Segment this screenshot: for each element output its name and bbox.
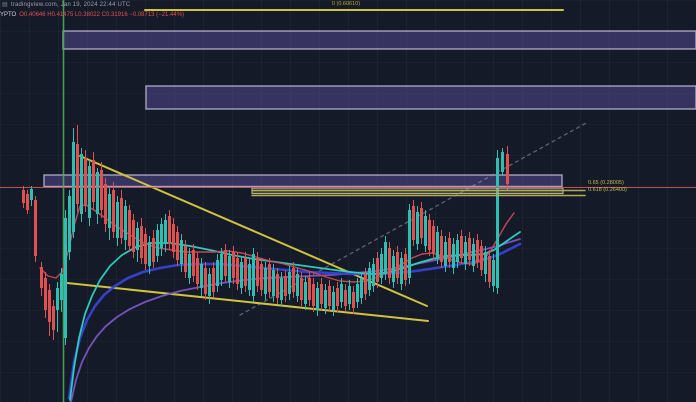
ohlc-readout: YPTO O0.40646 H0.41475 L0.38022 C0.31916 … (0, 12, 184, 18)
supply-zone-band-3[interactable] (43, 174, 563, 188)
candlestick-series[interactable] (22, 125, 509, 345)
moving-averages (39, 204, 522, 402)
symbol-label: YPTO (0, 12, 17, 18)
ohlc-values: O0.40646 H0.41475 L0.38022 C0.31916 −0.0… (19, 12, 185, 18)
fib-0618-label: 0.618 (0.26400) (588, 187, 627, 193)
fib-065-label: 0.65 (0.28005) (588, 180, 624, 186)
supply-zone-band-1[interactable] (62, 30, 696, 50)
supply-zone-band-2[interactable] (145, 85, 696, 110)
supply-zone-bands[interactable] (43, 30, 696, 188)
top-line-label: 0 (0.60610) (331, 1, 361, 7)
watermark-site-date: ▤ tradingview.com, Jan 19, 2024 22:44 UTC (2, 1, 130, 8)
tradingview-logo-icon: ▤ (2, 2, 8, 8)
fib-and-price-lines[interactable] (0, 187, 696, 197)
site-date-text: tradingview.com, Jan 19, 2024 22:44 UTC (10, 2, 131, 8)
